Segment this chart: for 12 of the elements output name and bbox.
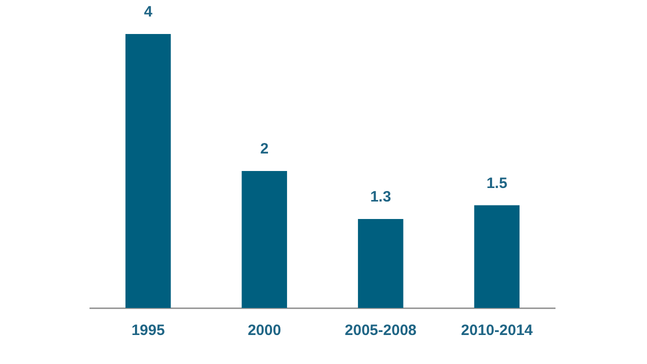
data-label: 1.5 bbox=[486, 174, 508, 192]
bar bbox=[125, 34, 171, 308]
data-label: 2 bbox=[260, 140, 269, 158]
data-label: 1.3 bbox=[370, 188, 392, 206]
bar bbox=[474, 205, 520, 308]
x-tick-label: 2000 bbox=[248, 322, 282, 340]
bar bbox=[358, 218, 404, 308]
bar bbox=[242, 171, 288, 308]
x-tick-label: 1995 bbox=[131, 322, 165, 340]
x-tick-label: 2005-2008 bbox=[344, 322, 416, 340]
data-label: 4 bbox=[144, 4, 153, 21]
x-tick-label: 2010-2014 bbox=[461, 322, 534, 340]
